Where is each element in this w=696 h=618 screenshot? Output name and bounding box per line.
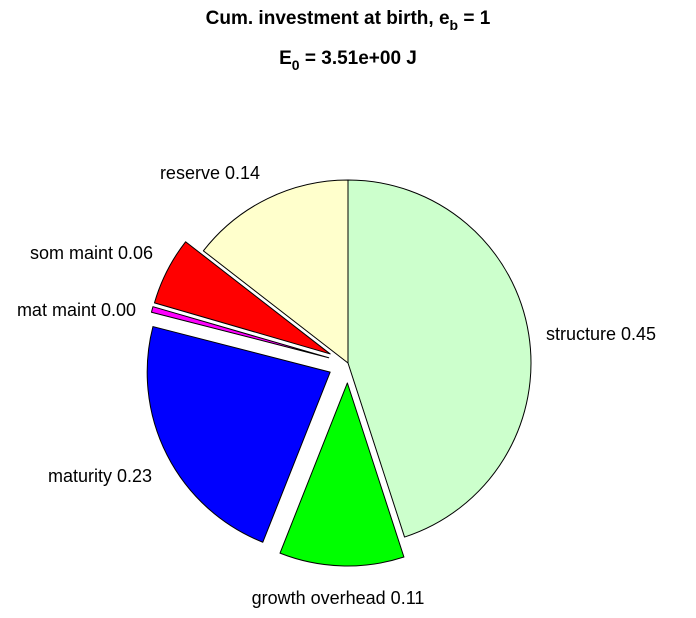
slice-label-reserve: reserve 0.14 [160,163,260,183]
chart-title: Cum. investment at birth, eb = 1 [0,8,696,33]
slice-label-som-maint: som maint 0.06 [30,243,153,263]
slice-label-mat-maint: mat maint 0.00 [17,300,136,320]
title-line1-prefix: Cum. investment at birth, e [205,8,450,29]
title-line1-suffix: = 1 [458,8,491,29]
slice-label-growth-overhead: growth overhead 0.11 [252,588,425,608]
slice-label-structure: structure 0.45 [546,324,656,344]
title-line2-prefix: E [279,48,292,69]
slice-label-maturity: maturity 0.23 [48,466,152,486]
title-line2-suffix: = 3.51e+00 J [299,48,417,69]
pie-slice-som-maint [153,241,331,355]
pie-slice-maturity [146,326,331,543]
chart-subtitle: E0 = 3.51e+00 J [0,48,696,73]
pie-slice-structure [347,179,532,538]
pie-slice-mat-maint [150,306,330,359]
pie-slice-reserve [202,179,349,364]
pie-slice-growth-overhead [279,382,405,567]
title-line1-subscript: b [449,17,459,33]
title-line2-subscript: 0 [291,57,300,73]
